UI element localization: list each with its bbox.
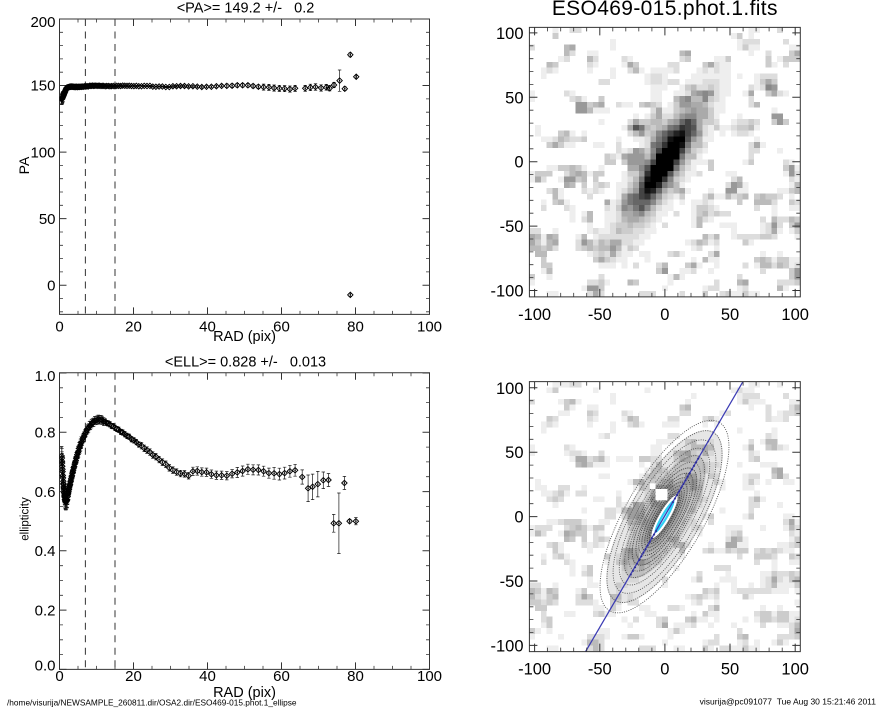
svg-text:ellipticity: ellipticity <box>20 497 32 541</box>
svg-text:1.0: 1.0 <box>35 368 56 385</box>
svg-text:40: 40 <box>199 319 216 336</box>
svg-text:0.4: 0.4 <box>35 543 56 560</box>
svg-text:-50: -50 <box>500 218 524 236</box>
svg-text:0: 0 <box>55 668 63 685</box>
svg-text:200: 200 <box>30 14 55 31</box>
svg-text:100: 100 <box>496 25 524 43</box>
svg-text:0: 0 <box>514 154 523 172</box>
svg-text:-100: -100 <box>490 637 523 655</box>
svg-text:-50: -50 <box>588 306 612 324</box>
svg-text:RAD (pix): RAD (pix) <box>213 685 276 701</box>
svg-text:20: 20 <box>125 319 142 336</box>
svg-text:50: 50 <box>39 211 56 228</box>
svg-text:100: 100 <box>781 661 809 679</box>
svg-text:150: 150 <box>30 78 55 95</box>
svg-text:-50: -50 <box>500 573 524 591</box>
svg-text:-100: -100 <box>490 283 523 301</box>
svg-text:0: 0 <box>660 661 669 679</box>
svg-text:0.0: 0.0 <box>35 658 56 675</box>
svg-text:80: 80 <box>347 319 364 336</box>
svg-text:0.8: 0.8 <box>35 425 56 442</box>
svg-text:100: 100 <box>30 144 55 161</box>
svg-text:visurija@pc091077 Tue Aug 30: visurija@pc091077 Tue Aug 30 15:21:46 20… <box>700 697 877 707</box>
svg-text:-100: -100 <box>518 306 551 324</box>
svg-text:50: 50 <box>505 89 523 107</box>
svg-text:60: 60 <box>273 668 290 685</box>
svg-text:50: 50 <box>505 444 523 462</box>
svg-text:PA: PA <box>16 156 32 174</box>
svg-text:ESO469-015.phot.1.fits: ESO469-015.phot.1.fits <box>552 0 778 20</box>
svg-text:100: 100 <box>417 668 442 685</box>
svg-text:/home/visurija/NEWSAMPLE_26081: /home/visurija/NEWSAMPLE_260811.dir/OSA2… <box>7 698 297 708</box>
svg-text:<ELL>= 0.828 +/- 0.013: <ELL>= 0.828 +/- 0.013 <box>165 355 326 371</box>
svg-text:0.2: 0.2 <box>35 602 56 619</box>
svg-text:-100: -100 <box>518 661 551 679</box>
svg-text:0: 0 <box>55 319 63 336</box>
svg-text:0: 0 <box>660 306 669 324</box>
svg-text:-50: -50 <box>588 661 612 679</box>
svg-text:20: 20 <box>125 668 142 685</box>
svg-text:0.6: 0.6 <box>35 484 56 501</box>
svg-text:40: 40 <box>199 668 216 685</box>
svg-text:50: 50 <box>721 661 739 679</box>
svg-text:80: 80 <box>347 668 364 685</box>
svg-text:100: 100 <box>417 319 442 336</box>
svg-text:<PA>= 149.2 +/- 0.2: <PA>= 149.2 +/- 0.2 <box>177 1 315 17</box>
svg-text:100: 100 <box>496 380 524 398</box>
svg-text:0: 0 <box>47 277 55 294</box>
svg-text:100: 100 <box>781 306 809 324</box>
svg-text:0: 0 <box>514 509 523 527</box>
svg-text:RAD (pix): RAD (pix) <box>213 329 276 345</box>
svg-text:50: 50 <box>721 306 739 324</box>
svg-text:60: 60 <box>273 319 290 336</box>
